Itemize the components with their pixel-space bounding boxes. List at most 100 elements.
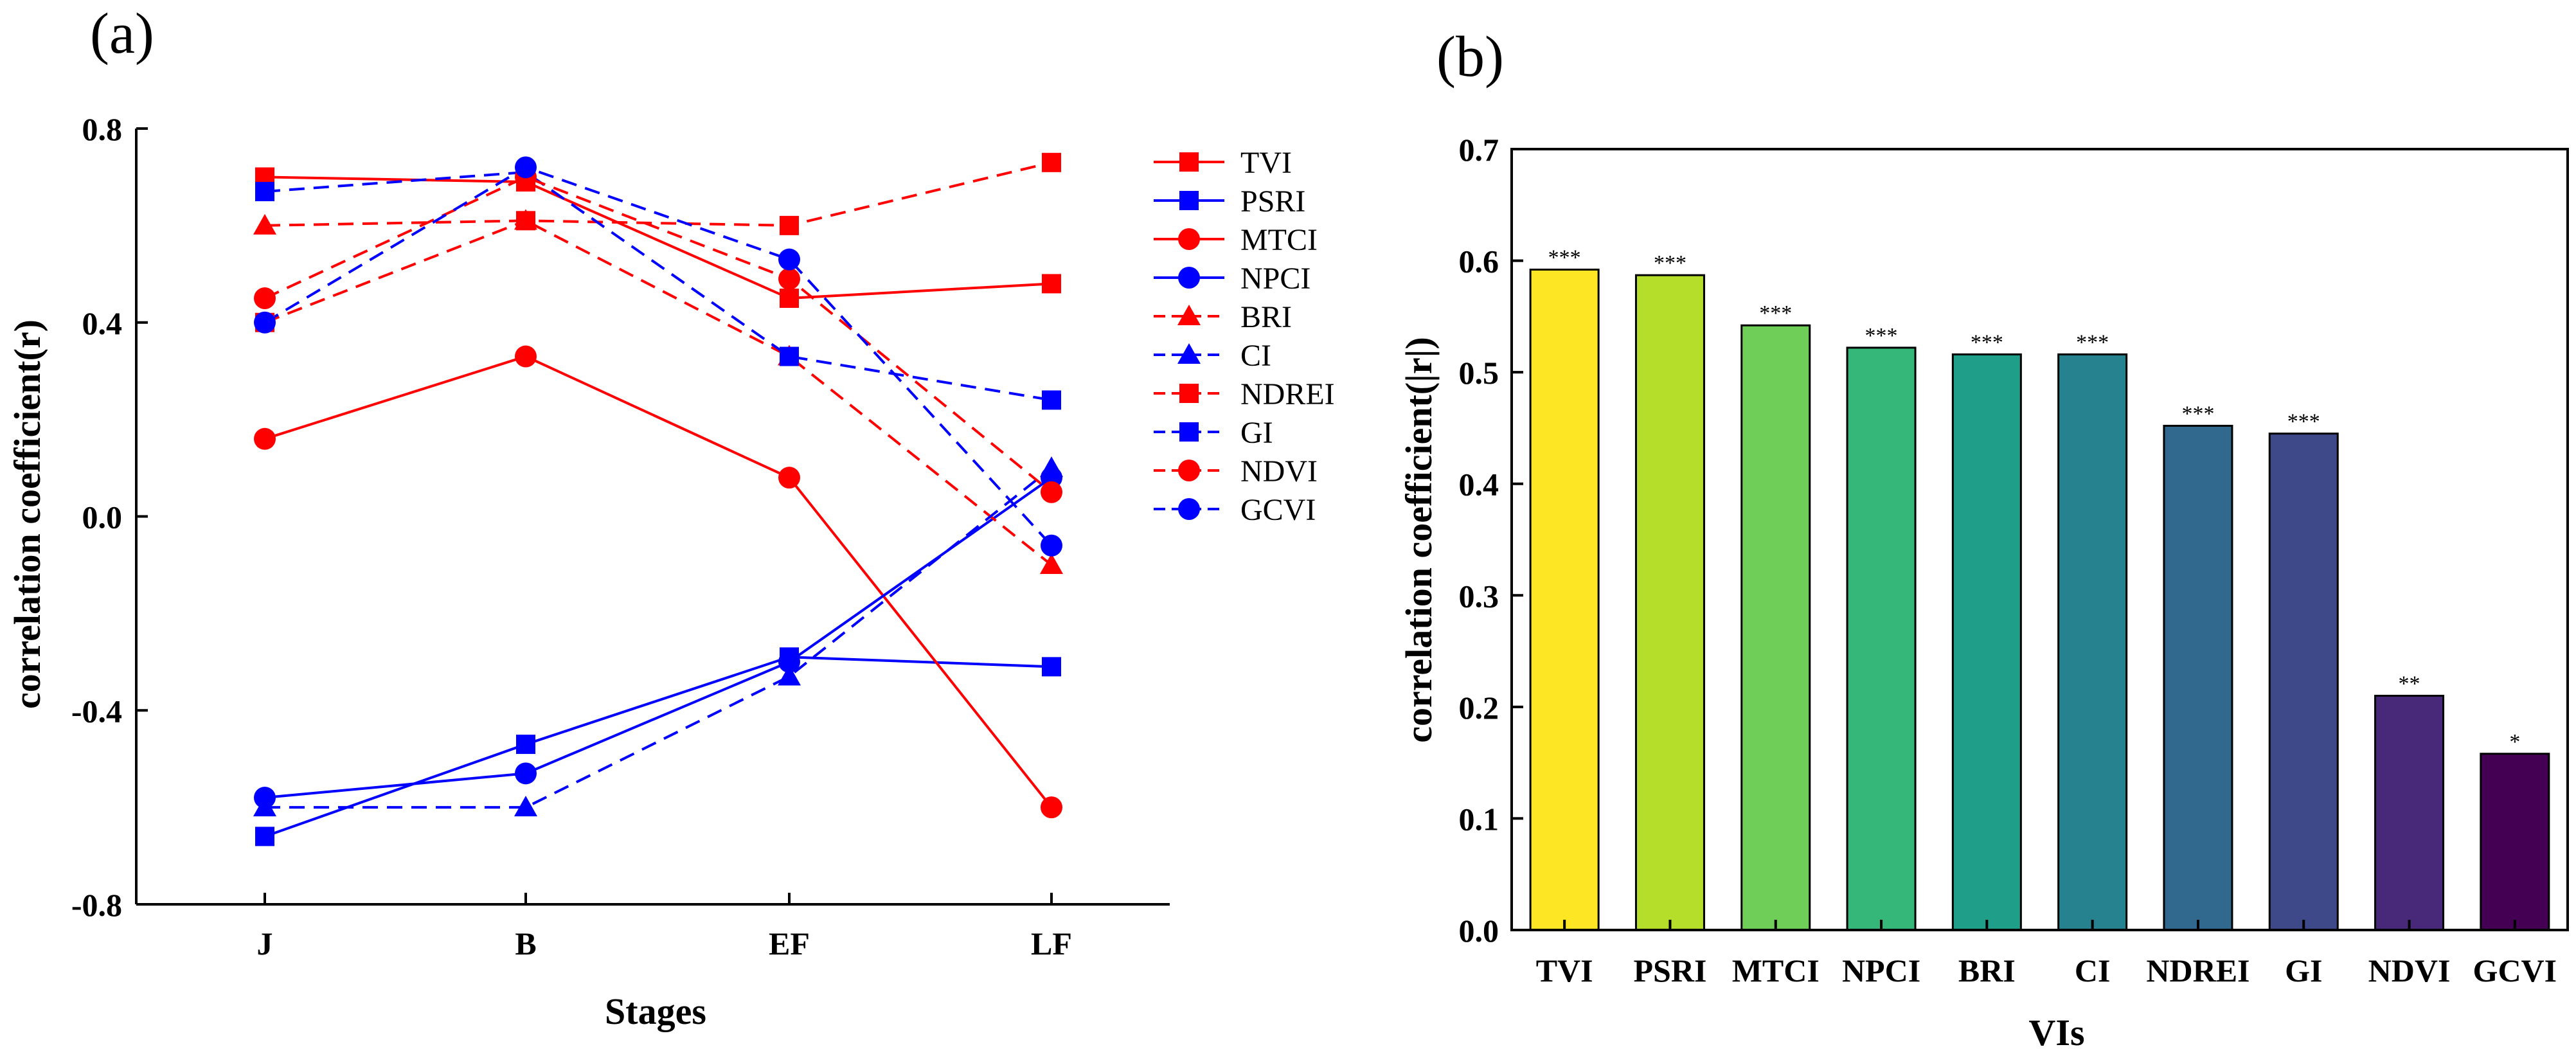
data-point-gi [1042,390,1061,410]
panel-a-label: (a) [90,2,154,66]
bar-ndvi [2374,695,2445,931]
panel-b-bar-chart: (b) correlation coefficient(|r|) VIs ***… [1398,25,2569,1053]
x-tick-label: NPCI [1842,953,1920,989]
x-tick-label: GCVI [2473,953,2557,989]
x-tick-label: NDREI [2146,953,2250,989]
data-point-ndrei [516,211,535,231]
y-tick-label: 0.8 [82,111,123,147]
significance-label-bri: *** [1971,330,2003,354]
legend-label-ndrei: NDREI [1240,377,1335,411]
bar-ndrei [2163,424,2233,931]
data-point-ci [778,665,801,686]
data-point-mtci [1041,796,1062,819]
legend-label-npci: NPCI [1240,262,1310,296]
x-tick-label: MTCI [1732,953,1820,989]
significance-label-mtci: *** [1759,301,1792,325]
y-tick-label: 0.1 [1459,801,1499,837]
data-point-gcvi [778,248,800,271]
data-point-bri [1040,553,1063,574]
y-tick-label: 0.3 [1459,578,1499,614]
legend-label-bri: BRI [1240,300,1292,334]
significance-label-psri: *** [1654,251,1686,275]
data-point-bri [253,213,276,235]
plot-frame [1510,148,2569,931]
legend-marker-ndvi [1178,460,1200,481]
legend-label-ndvi: NDVI [1240,454,1318,488]
data-point-ci [253,796,276,817]
panel-b-x-axis-title: VIs [2028,1012,2084,1053]
y-tick-label: 0.5 [1459,355,1499,391]
panel-b-axes: TVI PSRI MTCI NPCI BRI CI NDREI GI NDVI GCVI 0.0 0.… [1459,132,2569,989]
significance-label-ndrei: *** [2181,402,2214,425]
data-point-mtci [515,345,537,368]
y-tick-label: -0.4 [71,693,122,729]
bar-psri [1634,274,1705,931]
series-line-npci [264,476,1053,800]
legend-marker-mtci [1178,228,1200,250]
data-point-psri [1042,657,1061,677]
legend-label-gi: GI [1240,416,1273,450]
legend-marker-ci [1177,343,1201,364]
panel-a-y-axis-title: correlation coefficient(r) [6,319,48,709]
data-point-psri [255,827,274,846]
panel-a-legend: TVI PSRI MTCI NPCI BRI CI NDREI GI NDVI GCVI [1154,146,1335,527]
data-point-tvi [780,289,799,309]
data-point-ci [514,796,537,817]
y-tick-label: 0.0 [1459,913,1499,949]
y-tick-label: 0.7 [1459,132,1499,168]
x-tick-label: BRI [1958,953,2016,989]
panel-b-label: (b) [1436,25,1504,89]
series-line-gcvi [264,166,1053,547]
legend-label-tvi: TVI [1240,146,1292,180]
bar-gcvi [2480,753,2550,931]
data-point-ci [1040,456,1063,478]
x-tick-label: PSRI [1633,953,1706,989]
x-tick-label: J [257,926,273,962]
legend-marker-ndrei [1179,384,1199,403]
significance-label-gi: *** [2287,410,2320,434]
y-tick-label: 0.6 [1459,244,1499,280]
series-line-tvi [264,175,1052,300]
significance-label-ndvi: ** [2399,672,2420,696]
data-point-npci [778,650,800,673]
legend-label-mtci: MTCI [1240,223,1318,257]
data-point-ndrei [780,215,799,235]
bar-npci [1846,346,1917,931]
data-point-ndrei [1042,152,1061,172]
data-point-psri [516,735,535,755]
data-point-gi [255,182,274,202]
y-tick-label: -0.8 [71,887,122,923]
y-tick-label: 0.4 [1459,467,1499,503]
significance-label-gcvi: * [2509,730,2520,754]
series-line-gi [264,170,1052,402]
data-point-mtci [254,427,276,450]
series-line-psri [264,656,1052,838]
x-tick-label: EF [769,926,810,962]
panel-a-line-chart: (a) correlation coefficient(r) Stages -0… [6,2,1335,1032]
legend-marker-bri [1177,305,1201,325]
legend-marker-gi [1179,422,1199,442]
x-tick-label: TVI [1536,953,1593,989]
x-tick-label: NDVI [2368,953,2451,989]
data-point-ndvi [778,267,800,290]
legend-label-gcvi: GCVI [1240,493,1316,527]
significance-label-tvi: *** [1548,246,1581,269]
series-line-ci [265,467,1053,809]
x-tick-label: CI [2075,953,2111,989]
panel-a-axes: -0.8 -0.4 0.0 0.4 0.8 J B EF LF [71,111,1170,962]
legend-marker-npci [1178,267,1200,289]
panel-b-y-axis-title: correlation coefficient(|r|) [1398,337,1440,743]
bar-ci [2057,353,2128,931]
legend-label-ci: CI [1240,339,1271,373]
data-point-npci [515,762,537,785]
y-tick-label: 0.0 [82,499,123,535]
legend-marker-gcvi [1178,498,1200,520]
x-tick-label: B [515,926,536,962]
significance-label-npci: *** [1865,324,1898,348]
data-point-gcvi [1041,534,1062,557]
series-line-ndvi [264,175,1053,494]
data-point-tvi [1042,274,1061,294]
data-point-gi [780,346,799,366]
series-line-mtci [264,355,1053,809]
